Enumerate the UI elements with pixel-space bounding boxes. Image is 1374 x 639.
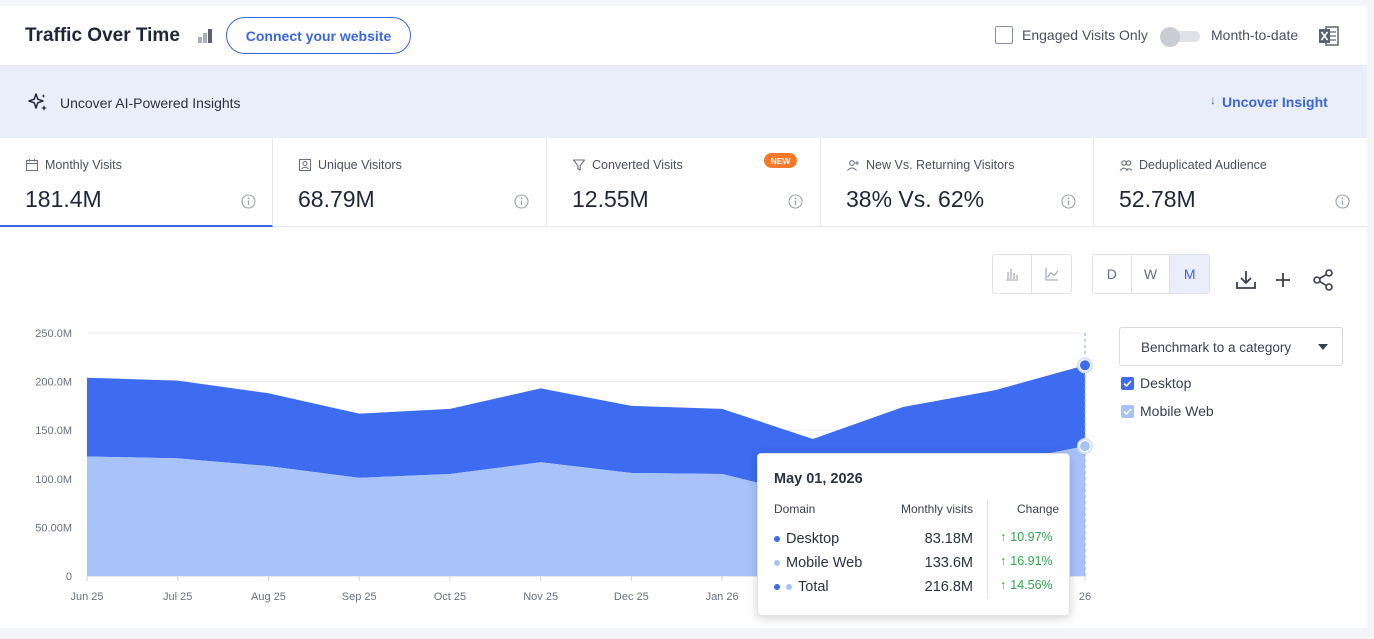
month-to-date-toggle[interactable] <box>1160 27 1200 47</box>
tooltip-value: 83.18M <box>924 531 973 547</box>
granularity-daily-button[interactable]: D <box>1093 255 1132 293</box>
card-header: Traffic Over Time Connect your website E… <box>0 6 1367 66</box>
bar-chart-icon <box>1006 269 1018 281</box>
y-tick-label: 50.00M <box>35 522 72 534</box>
insights-bar: Uncover AI-Powered Insights ↓ Uncover Ins… <box>0 66 1367 138</box>
tooltip-value: 216.8M <box>924 579 973 595</box>
desktop-point <box>1080 360 1090 371</box>
tooltip-row-desktop: Desktop <box>774 531 839 547</box>
metric-tiles: Monthly Visits 181.4M Unique Visitors 68… <box>0 138 1367 227</box>
mobile-web-point <box>1080 441 1090 452</box>
x-tick-label: Dec 25 <box>614 591 649 603</box>
granularity-group: D W M <box>1092 254 1210 294</box>
calendar-icon <box>25 159 39 172</box>
x-tick-label: Jul 25 <box>163 591 192 603</box>
x-tick-label: Aug 25 <box>251 591 286 603</box>
benchmark-dropdown[interactable]: Benchmark to a category <box>1119 327 1343 366</box>
caret-down-icon <box>1318 344 1328 350</box>
tooltip-value: 133.6M <box>924 555 973 571</box>
x-tick-label: Nov 25 <box>523 591 558 603</box>
connect-website-button[interactable]: Connect your website <box>226 17 411 54</box>
info-icon[interactable] <box>788 194 803 209</box>
share-icon[interactable] <box>1311 268 1335 292</box>
tooltip-row-total: Total <box>774 579 829 595</box>
engaged-visits-label: Engaged Visits Only <box>1022 27 1148 43</box>
x-tick-label: Jun 25 <box>70 591 103 603</box>
y-tick-label: 0 <box>66 571 72 583</box>
tooltip-divider <box>987 499 988 599</box>
y-tick-label: 200.0M <box>35 377 72 389</box>
legend-item-desktop[interactable]: Desktop <box>1121 375 1191 391</box>
users-icon <box>1119 160 1133 171</box>
chart-type-group <box>992 254 1072 294</box>
checkbox-checked-icon <box>1121 404 1134 418</box>
x-tick-label: Jan 26 <box>706 591 739 603</box>
add-icon[interactable] <box>1271 268 1295 292</box>
user-plus-icon <box>847 160 859 171</box>
x-tick-label: Oct 25 <box>434 591 466 603</box>
tile-label: Converted Visits <box>592 158 683 172</box>
info-icon[interactable] <box>1061 194 1076 209</box>
month-to-date-label: Month-to-date <box>1211 27 1299 43</box>
sparkle-icon <box>28 93 47 111</box>
funnel-icon <box>572 159 586 171</box>
engaged-visits-checkbox[interactable] <box>995 26 1013 44</box>
granularity-weekly-button[interactable]: W <box>1132 255 1171 293</box>
line-chart-icon <box>1044 268 1058 281</box>
checkbox-checked-icon <box>1121 376 1134 390</box>
tile-label: Deduplicated Audience <box>1139 158 1267 172</box>
info-icon[interactable] <box>514 194 529 209</box>
person-card-icon <box>298 158 312 172</box>
line-chart-button[interactable] <box>1032 255 1071 293</box>
tile-new-vs-returning[interactable]: New Vs. Returning Visitors 38% Vs. 62% <box>821 138 1094 227</box>
download-icon[interactable] <box>1234 268 1258 292</box>
legend-label: Mobile Web <box>1140 403 1214 419</box>
tile-unique-visitors[interactable]: Unique Visitors 68.79M <box>273 138 547 227</box>
tile-deduplicated-audience[interactable]: Deduplicated Audience 52.78M <box>1094 138 1367 227</box>
tile-value: 38% Vs. 62% <box>846 186 985 212</box>
excel-export-icon[interactable] <box>1317 24 1341 48</box>
arrow-down-icon: ↓ <box>1210 93 1216 107</box>
x-tick-label: Sep 25 <box>342 591 377 603</box>
legend-label: Desktop <box>1140 375 1192 391</box>
y-tick-label: 100.0M <box>35 474 72 486</box>
legend-item-mobile-web[interactable]: Mobile Web <box>1121 403 1214 419</box>
bar-steps-icon <box>198 29 212 43</box>
insights-label: Uncover AI-Powered Insights <box>60 95 241 111</box>
y-tick-label: 250.0M <box>35 328 72 340</box>
tooltip-change: ↑ 10.97% <box>1000 530 1053 544</box>
uncover-insight-link[interactable]: ↓ Uncover Insight <box>1210 93 1328 110</box>
info-icon[interactable] <box>241 194 256 209</box>
card-title: Traffic Over Time <box>25 25 180 46</box>
tooltip-col-domain: Domain <box>774 502 816 516</box>
tooltip-change: ↑ 14.56% <box>1000 578 1053 592</box>
new-badge: NEW <box>764 153 797 168</box>
x-tick-label: 26 <box>1079 591 1091 603</box>
tile-value: 68.79M <box>298 186 375 212</box>
bar-chart-button[interactable] <box>993 255 1032 293</box>
tooltip-date: May 01, 2026 <box>774 471 863 487</box>
benchmark-label: Benchmark to a category <box>1141 340 1292 355</box>
chart-tooltip: May 01, 2026 Domain Monthly visits Chang… <box>757 453 1070 616</box>
info-icon[interactable] <box>1335 194 1350 209</box>
tile-value: 181.4M <box>25 186 102 212</box>
granularity-monthly-button[interactable]: M <box>1170 255 1209 293</box>
y-tick-label: 150.0M <box>35 425 72 437</box>
tile-label: New Vs. Returning Visitors <box>866 158 1015 172</box>
tile-label: Unique Visitors <box>318 158 402 172</box>
tile-converted-visits[interactable]: Converted Visits 12.55M <box>547 138 821 227</box>
tile-monthly-visits[interactable]: Monthly Visits 181.4M <box>0 138 273 227</box>
tooltip-col-visits: Monthly visits <box>901 502 974 516</box>
tile-value: 12.55M <box>572 186 649 212</box>
tile-label: Monthly Visits <box>45 158 122 172</box>
tooltip-col-change: Change <box>1017 502 1060 516</box>
tooltip-row-mobile-web: Mobile Web <box>774 555 862 571</box>
tooltip-change: ↑ 16.91% <box>1000 554 1053 568</box>
tile-value: 52.78M <box>1119 186 1196 212</box>
